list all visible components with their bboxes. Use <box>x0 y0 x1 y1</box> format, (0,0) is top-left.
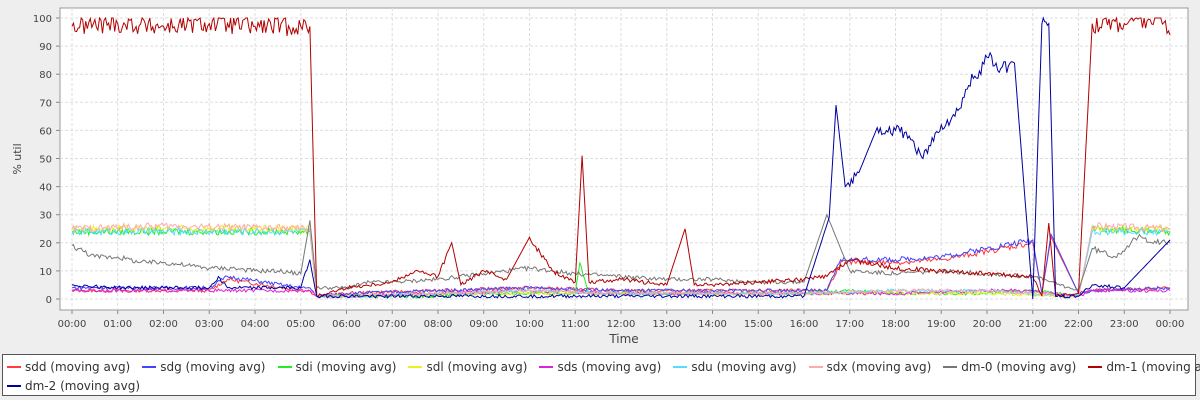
x-tick-label: 06:00 <box>332 319 361 330</box>
legend-item: dm-2 (moving avg) <box>7 379 140 393</box>
series-line-dm-2 <box>72 16 1171 300</box>
legend-swatch <box>408 365 423 368</box>
x-tick-label: 19:00 <box>927 319 956 330</box>
series-group <box>71 16 1171 300</box>
x-tick-label: 09:00 <box>469 319 498 330</box>
x-tick-label: 03:00 <box>195 319 224 330</box>
grid <box>60 8 1188 310</box>
y-tick-label: 0 <box>46 295 52 306</box>
x-tick-label: 14:00 <box>698 319 727 330</box>
x-tick-label: 20:00 <box>973 319 1002 330</box>
legend-item: sdu (moving avg) <box>673 359 797 374</box>
legend-item: sdx (moving avg) <box>808 359 932 374</box>
series-line-sdx <box>71 221 1171 299</box>
x-tick-label: 17:00 <box>835 319 864 330</box>
legend-item: sdd (moving avg) <box>7 360 130 374</box>
x-tick-label: 21:00 <box>1018 319 1047 330</box>
x-axis: 00:00 01:00 02:00 03:00 04:00 05:00 06:00 07:00… <box>58 310 1185 330</box>
series-line-dm-1 <box>71 16 1171 298</box>
legend-label: sdl (moving avg) <box>426 359 528 374</box>
line-chart: 0 10 20 30 40 50 60 70 80 90 100 00:00 01:00 02:00 03… <box>11 7 1189 346</box>
legend-swatch <box>7 365 21 368</box>
legend-item: sdl (moving avg) <box>408 360 527 374</box>
legend-swatch <box>539 365 554 368</box>
x-tick-label: 18:00 <box>881 319 910 330</box>
y-tick-label: 100 <box>33 14 52 25</box>
series-line-sdg <box>71 232 1171 298</box>
legend-item: sdg (moving avg) <box>142 359 266 374</box>
x-tick-label: 12:00 <box>607 319 636 330</box>
legend-label: sdx (moving avg) <box>826 359 932 374</box>
x-tick-label: 13:00 <box>652 319 681 330</box>
x-tick-label: 04:00 <box>241 319 270 330</box>
x-tick-label: 16:00 <box>790 319 819 330</box>
legend-swatch <box>7 384 21 387</box>
x-tick-label: 08:00 <box>424 319 453 330</box>
y-tick-label: 20 <box>39 239 52 250</box>
y-tick-label: 60 <box>39 126 52 137</box>
legend-item: sds (moving avg) <box>539 360 661 374</box>
y-tick-label: 10 <box>39 267 52 278</box>
x-tick-label: 11:00 <box>561 319 590 330</box>
legend-swatch <box>142 365 157 368</box>
plot-area <box>59 7 1189 311</box>
x-tick-label: 00:00 <box>1156 319 1185 330</box>
x-tick-label: 07:00 <box>378 319 407 330</box>
y-tick-label: 50 <box>39 155 52 166</box>
x-tick-label: 02:00 <box>149 319 178 330</box>
y-tick-label: 90 <box>39 42 52 53</box>
legend-label: sds (moving avg) <box>557 359 662 374</box>
legend-row: sdd (moving avg) sdg (moving avg) sdi (mov… <box>7 357 1200 376</box>
legend: sdd (moving avg) sdg (moving avg) sdi (mov… <box>2 354 1200 396</box>
legend-swatch <box>1088 365 1103 368</box>
x-tick-label: 23:00 <box>1110 319 1139 330</box>
x-tick-label: 00:00 <box>58 319 87 330</box>
legend-label: dm-2 (moving avg) <box>25 378 141 393</box>
legend-item: dm-0 (moving avg) <box>943 360 1076 374</box>
legend-item: dm-1 (moving avg) <box>1088 360 1200 374</box>
y-axis-label: % util <box>11 143 24 174</box>
legend-label: dm-0 (moving avg) <box>961 359 1077 374</box>
legend-label: dm-1 (moving avg) <box>1106 359 1200 374</box>
x-axis-label: Time <box>608 332 638 346</box>
y-tick-label: 30 <box>39 211 52 222</box>
legend-swatch <box>808 365 823 368</box>
x-tick-label: 22:00 <box>1064 319 1093 330</box>
y-tick-label: 70 <box>39 98 52 109</box>
y-tick-label: 40 <box>39 183 52 194</box>
legend-label: sdi (moving avg) <box>295 359 397 374</box>
x-tick-label: 01:00 <box>103 319 132 330</box>
legend-item: sdi (moving avg) <box>277 359 397 374</box>
legend-row: dm-2 (moving avg) <box>7 376 1191 395</box>
legend-label: sdg (moving avg) <box>160 359 266 374</box>
legend-swatch <box>943 365 958 368</box>
legend-label: sdu (moving avg) <box>691 359 797 374</box>
y-tick-label: 80 <box>39 70 52 81</box>
x-tick-label: 15:00 <box>744 319 773 330</box>
x-tick-label: 05:00 <box>286 319 315 330</box>
y-axis: 0 10 20 30 40 50 60 70 80 90 100 <box>33 14 60 306</box>
x-tick-label: 10:00 <box>515 319 544 330</box>
legend-swatch <box>277 365 292 368</box>
legend-swatch <box>673 365 688 368</box>
legend-label: sdd (moving avg) <box>25 359 131 374</box>
